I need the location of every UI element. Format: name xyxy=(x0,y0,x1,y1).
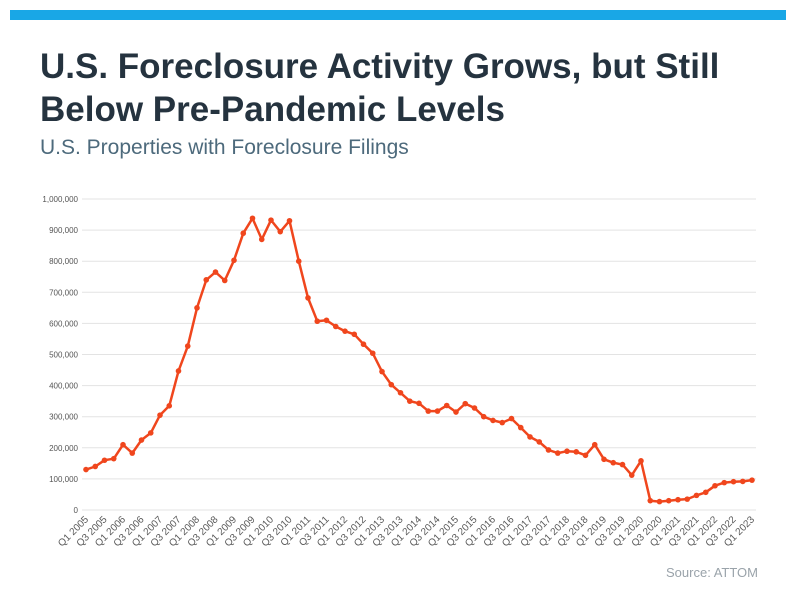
data-point xyxy=(221,277,228,284)
data-point xyxy=(443,402,450,409)
data-point xyxy=(628,472,635,478)
data-point xyxy=(721,479,728,486)
data-point xyxy=(647,497,654,504)
y-tick-label: 600,000 xyxy=(49,319,78,328)
data-point xyxy=(314,318,321,325)
data-point xyxy=(388,381,395,388)
data-point xyxy=(610,459,617,466)
data-point xyxy=(240,230,247,237)
chart-subtitle: U.S. Properties with Foreclosure Filings xyxy=(40,136,409,159)
data-point xyxy=(166,403,173,409)
data-point xyxy=(638,458,644,464)
data-point xyxy=(527,434,533,440)
data-point xyxy=(351,331,358,338)
data-point xyxy=(480,413,487,420)
data-point xyxy=(203,277,210,283)
data-point xyxy=(184,343,191,349)
data-point xyxy=(277,228,284,235)
data-point xyxy=(138,437,145,443)
data-point xyxy=(342,328,348,334)
data-point xyxy=(194,305,200,311)
data-point xyxy=(258,236,265,243)
data-point xyxy=(693,492,700,499)
data-point xyxy=(369,350,376,357)
data-point xyxy=(231,257,237,264)
data-point xyxy=(490,417,496,424)
data-point xyxy=(554,450,561,456)
data-point xyxy=(120,441,126,448)
data-point xyxy=(499,419,506,426)
data-point xyxy=(601,456,607,463)
data-point xyxy=(619,461,626,468)
page-title: U.S. Foreclosure Activity Grows, but Sti… xyxy=(40,47,720,129)
data-point xyxy=(295,258,302,265)
data-point xyxy=(147,430,154,436)
y-tick-label: 700,000 xyxy=(49,288,78,297)
y-tick-label: 500,000 xyxy=(49,351,78,360)
data-point xyxy=(545,447,552,453)
data-point xyxy=(675,496,681,503)
y-tick-label: 0 xyxy=(74,506,79,515)
data-point xyxy=(665,497,672,504)
data-point xyxy=(471,405,478,411)
data-point xyxy=(157,412,163,418)
y-tick-label: 400,000 xyxy=(49,382,78,391)
data-point xyxy=(591,441,598,448)
data-point xyxy=(379,368,385,375)
data-point xyxy=(508,415,515,422)
data-point xyxy=(582,452,589,459)
data-point xyxy=(749,477,755,483)
data-point xyxy=(434,408,441,414)
source-note: Source: ATTOM xyxy=(666,565,758,580)
data-point xyxy=(83,466,89,473)
y-tick-label: 300,000 xyxy=(49,413,78,422)
y-tick-label: 100,000 xyxy=(49,475,78,484)
data-point xyxy=(268,217,274,223)
data-point xyxy=(212,269,219,275)
data-point xyxy=(286,217,293,224)
top-accent-bar xyxy=(10,10,786,20)
data-point xyxy=(425,408,432,414)
data-point xyxy=(739,478,746,485)
data-point xyxy=(175,368,182,374)
y-tick-label: 800,000 xyxy=(49,257,78,266)
data-point xyxy=(453,409,459,415)
data-point xyxy=(249,215,256,222)
y-tick-label: 1,000,000 xyxy=(42,195,78,204)
data-point xyxy=(129,450,136,456)
data-point xyxy=(564,448,570,455)
data-point xyxy=(656,498,663,505)
data-point xyxy=(332,323,339,330)
data-point xyxy=(684,496,691,502)
y-tick-label: 900,000 xyxy=(49,226,78,235)
data-point xyxy=(416,400,422,407)
data-point xyxy=(397,389,404,396)
data-point xyxy=(406,398,413,404)
data-point xyxy=(92,463,99,470)
data-point xyxy=(702,489,709,496)
data-point xyxy=(517,424,524,431)
data-point xyxy=(462,400,469,407)
data-point xyxy=(323,317,330,324)
data-point xyxy=(101,457,108,464)
data-point xyxy=(360,341,367,348)
data-point xyxy=(110,455,117,462)
data-point xyxy=(573,449,580,455)
y-tick-label: 200,000 xyxy=(49,444,78,453)
data-point xyxy=(536,439,543,445)
data-point xyxy=(712,482,718,489)
data-point xyxy=(730,478,737,485)
data-point xyxy=(305,295,311,301)
